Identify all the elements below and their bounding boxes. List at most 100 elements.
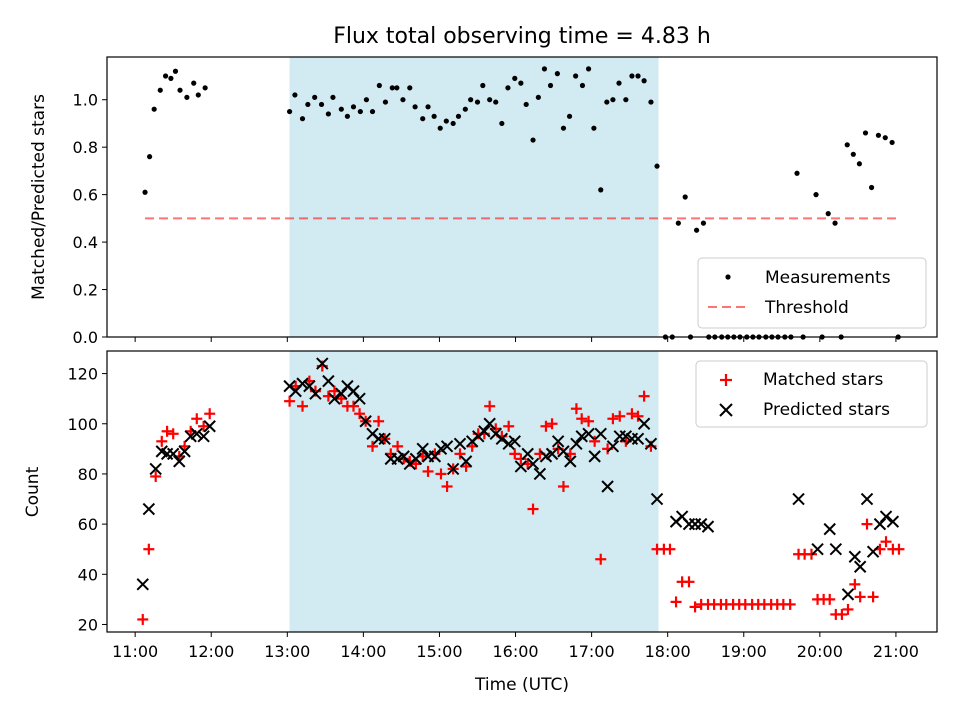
- matched-point: [632, 410, 644, 422]
- matched-point: [893, 543, 905, 555]
- measurement-point: [305, 101, 311, 108]
- matched-point: [540, 420, 552, 432]
- measurement-point: [325, 111, 331, 117]
- matched-point: [626, 408, 638, 420]
- predicted-point: [322, 374, 335, 388]
- predicted-point: [316, 357, 329, 370]
- predicted-point: [533, 467, 547, 481]
- legend-predicted-marker: [719, 403, 733, 417]
- measurement-point: [566, 113, 573, 119]
- predicted-point: [166, 447, 180, 461]
- measurement-point: [202, 85, 208, 91]
- matched-point: [849, 578, 861, 590]
- x-tick-label: 12:00: [188, 642, 234, 661]
- predicted-point: [353, 392, 366, 405]
- predicted-point: [644, 437, 658, 451]
- top-y-tick-label: 0.6: [73, 186, 98, 205]
- x-axis-label: Time (UTC): [474, 675, 569, 695]
- predicted-point: [811, 542, 824, 556]
- x-tick-label: 18:00: [645, 642, 691, 661]
- matched-point: [503, 420, 515, 432]
- measurement-point: [151, 106, 157, 112]
- predicted-point: [823, 522, 836, 536]
- matched-point: [367, 440, 379, 452]
- legend-matched-label: Matched stars: [763, 370, 883, 390]
- predicted-point: [203, 420, 216, 433]
- predicted-point: [328, 392, 341, 405]
- matched-point: [167, 428, 179, 440]
- predicted-point: [378, 432, 391, 446]
- legend-measurements-marker: [725, 274, 731, 280]
- matched-point: [824, 593, 836, 605]
- measurement-point: [535, 94, 541, 100]
- predicted-point: [545, 447, 559, 461]
- predicted-point: [347, 384, 360, 398]
- x-tick-label: 20:00: [797, 642, 843, 661]
- bottom-y-axis-label: Count: [23, 466, 43, 517]
- measurement-point: [292, 92, 298, 98]
- x-tick-label: 13:00: [264, 642, 310, 661]
- matched-point: [161, 425, 173, 437]
- predicted-point: [860, 492, 874, 506]
- predicted-point: [575, 430, 588, 443]
- legend-measurements-label: Measurements: [765, 268, 891, 288]
- measurement-point: [547, 82, 554, 89]
- predicted-point: [701, 520, 715, 533]
- matched-point: [583, 415, 595, 427]
- measurement-point: [875, 132, 882, 138]
- predicted-point: [409, 452, 423, 466]
- matched-point: [689, 601, 701, 613]
- predicted-point: [879, 510, 893, 523]
- predicted-point: [594, 427, 607, 441]
- bottom-y-tick-label: 80: [78, 465, 98, 484]
- top-y-tick-label: 0.8: [73, 138, 98, 157]
- predicted-point: [886, 515, 900, 528]
- matched-point: [570, 403, 582, 415]
- matched-point: [347, 400, 359, 412]
- top-y-tick-label: 0.0: [73, 328, 98, 347]
- bottom-y-tick-label: 100: [67, 415, 98, 434]
- predicted-point: [564, 455, 577, 468]
- measurement-point: [635, 73, 641, 79]
- predicted-point: [416, 442, 429, 456]
- predicted-point: [173, 455, 186, 468]
- measurement-point: [616, 80, 622, 86]
- measurement-point: [147, 154, 153, 160]
- measurement-point: [868, 184, 875, 191]
- predicted-point: [873, 517, 887, 531]
- measurement-point: [425, 104, 431, 110]
- measurement-point: [493, 99, 499, 105]
- measurement-point: [394, 85, 400, 91]
- predicted-point: [359, 415, 372, 428]
- top-axes-frame: [106, 56, 938, 338]
- bottom-highlight-band: [289, 351, 659, 632]
- matched-point: [191, 413, 203, 425]
- predicted-point: [428, 450, 442, 463]
- top-legend-box: [697, 257, 927, 329]
- x-tick-label: 17:00: [569, 642, 615, 661]
- predicted-point: [588, 450, 601, 463]
- predicted-point: [508, 435, 521, 448]
- matched-point: [576, 413, 588, 425]
- predicted-point: [303, 379, 316, 393]
- predicted-point: [478, 425, 491, 438]
- measurement-point: [400, 97, 406, 103]
- measurement-point: [862, 130, 869, 136]
- measurement-point: [437, 125, 443, 131]
- predicted-point: [514, 460, 528, 473]
- matched-point: [373, 415, 385, 427]
- predicted-point: [694, 517, 708, 531]
- predicted-point: [606, 440, 620, 453]
- measurement-point: [560, 125, 567, 131]
- matched-point: [156, 435, 168, 447]
- predicted-point: [650, 492, 664, 506]
- bottom-y-tick-label: 120: [67, 365, 98, 384]
- measurement-point: [318, 101, 325, 108]
- bottom-legend-box: [695, 360, 928, 428]
- measurement-point: [541, 66, 548, 72]
- predicted-point: [309, 387, 322, 400]
- predicted-point: [296, 377, 309, 390]
- bottom-panel: 20 40 60 80 100 120 11:00 12:00 13:00 14:00 15:00 1…: [23, 350, 938, 695]
- predicted-point: [446, 462, 460, 476]
